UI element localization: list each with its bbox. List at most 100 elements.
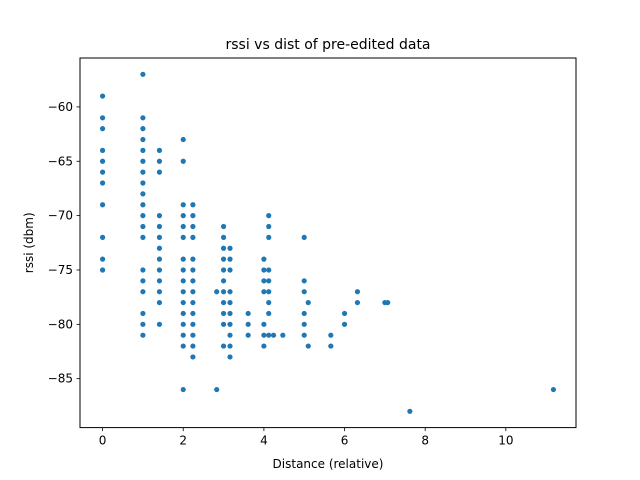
data-point bbox=[301, 289, 307, 295]
data-point bbox=[261, 278, 267, 284]
y-tick-label: −80 bbox=[48, 317, 73, 331]
data-point bbox=[261, 267, 267, 273]
data-point bbox=[156, 169, 163, 175]
data-point bbox=[180, 223, 186, 230]
data-point bbox=[227, 343, 233, 349]
data-point bbox=[140, 126, 146, 132]
data-point bbox=[266, 299, 272, 306]
data-point bbox=[190, 354, 196, 360]
data-point bbox=[220, 278, 227, 284]
data-point bbox=[214, 289, 220, 295]
y-tick-label: −70 bbox=[48, 209, 73, 223]
data-point bbox=[180, 386, 186, 393]
data-point bbox=[190, 289, 196, 295]
data-point bbox=[180, 343, 186, 349]
data-point bbox=[227, 332, 233, 338]
plot-frame bbox=[79, 57, 577, 429]
data-point bbox=[328, 332, 334, 338]
data-point bbox=[180, 299, 186, 306]
data-point bbox=[301, 321, 307, 327]
data-point bbox=[99, 147, 106, 153]
data-point bbox=[140, 289, 146, 295]
x-tick-label: 6 bbox=[341, 434, 349, 448]
data-point bbox=[220, 321, 227, 327]
data-point bbox=[190, 234, 196, 240]
y-axis-ticks: −85 −80 −75 −70 −65 −60 bbox=[48, 100, 80, 386]
data-point bbox=[140, 213, 146, 219]
data-point bbox=[190, 213, 196, 219]
data-point bbox=[190, 278, 196, 284]
data-point bbox=[140, 234, 146, 240]
x-tick-label: 0 bbox=[99, 434, 107, 448]
data-point bbox=[190, 332, 196, 338]
data-point bbox=[220, 299, 227, 306]
data-point bbox=[140, 115, 146, 121]
data-point bbox=[99, 202, 106, 208]
data-point bbox=[266, 310, 272, 317]
data-point bbox=[180, 332, 186, 338]
data-point bbox=[220, 289, 227, 295]
data-point bbox=[266, 332, 272, 338]
data-point bbox=[245, 310, 251, 317]
data-point bbox=[180, 278, 186, 284]
data-point bbox=[266, 278, 272, 284]
data-point bbox=[99, 158, 106, 164]
data-point bbox=[180, 256, 186, 262]
data-point bbox=[180, 310, 186, 317]
x-tick-label: 2 bbox=[179, 434, 187, 448]
data-point bbox=[261, 289, 267, 295]
data-point bbox=[227, 267, 233, 273]
data-point bbox=[220, 267, 227, 273]
data-point bbox=[190, 299, 196, 306]
data-point bbox=[266, 267, 272, 273]
data-point bbox=[140, 310, 146, 317]
data-point bbox=[341, 310, 348, 317]
data-point bbox=[140, 332, 146, 338]
x-axis-label: Distance (relative) bbox=[273, 457, 384, 471]
data-point bbox=[261, 332, 267, 338]
data-point bbox=[190, 223, 196, 230]
data-point bbox=[301, 332, 307, 338]
data-point bbox=[305, 343, 311, 349]
data-point bbox=[99, 180, 106, 186]
data-point bbox=[341, 321, 348, 327]
data-point bbox=[180, 289, 186, 295]
data-point bbox=[156, 147, 163, 153]
data-point bbox=[328, 343, 334, 349]
data-point bbox=[99, 93, 106, 99]
y-tick-label: −75 bbox=[48, 263, 73, 277]
data-point bbox=[270, 332, 277, 338]
data-point bbox=[227, 310, 233, 317]
data-point bbox=[190, 321, 196, 327]
data-point bbox=[301, 310, 307, 317]
data-point bbox=[261, 256, 267, 262]
data-point bbox=[305, 299, 311, 306]
data-point bbox=[180, 267, 186, 273]
data-point bbox=[156, 256, 163, 262]
data-point bbox=[156, 213, 163, 219]
data-point bbox=[261, 343, 267, 349]
data-point bbox=[190, 343, 196, 349]
data-point bbox=[180, 202, 186, 208]
data-point bbox=[385, 299, 391, 306]
data-point bbox=[156, 321, 163, 327]
data-point bbox=[227, 289, 233, 295]
data-point bbox=[190, 256, 196, 262]
data-point bbox=[190, 267, 196, 273]
data-point bbox=[266, 289, 272, 295]
data-point bbox=[156, 158, 163, 164]
data-point bbox=[156, 299, 163, 306]
data-point bbox=[261, 321, 267, 327]
data-point bbox=[99, 126, 106, 132]
y-tick-label: −85 bbox=[48, 372, 73, 386]
data-point bbox=[227, 321, 233, 327]
data-point bbox=[227, 299, 233, 306]
data-point bbox=[140, 158, 146, 164]
x-axis-ticks: 0 2 4 6 8 10 bbox=[99, 427, 513, 448]
data-point bbox=[156, 278, 163, 284]
data-point bbox=[220, 256, 227, 262]
data-point bbox=[180, 158, 186, 164]
data-point bbox=[227, 245, 233, 251]
